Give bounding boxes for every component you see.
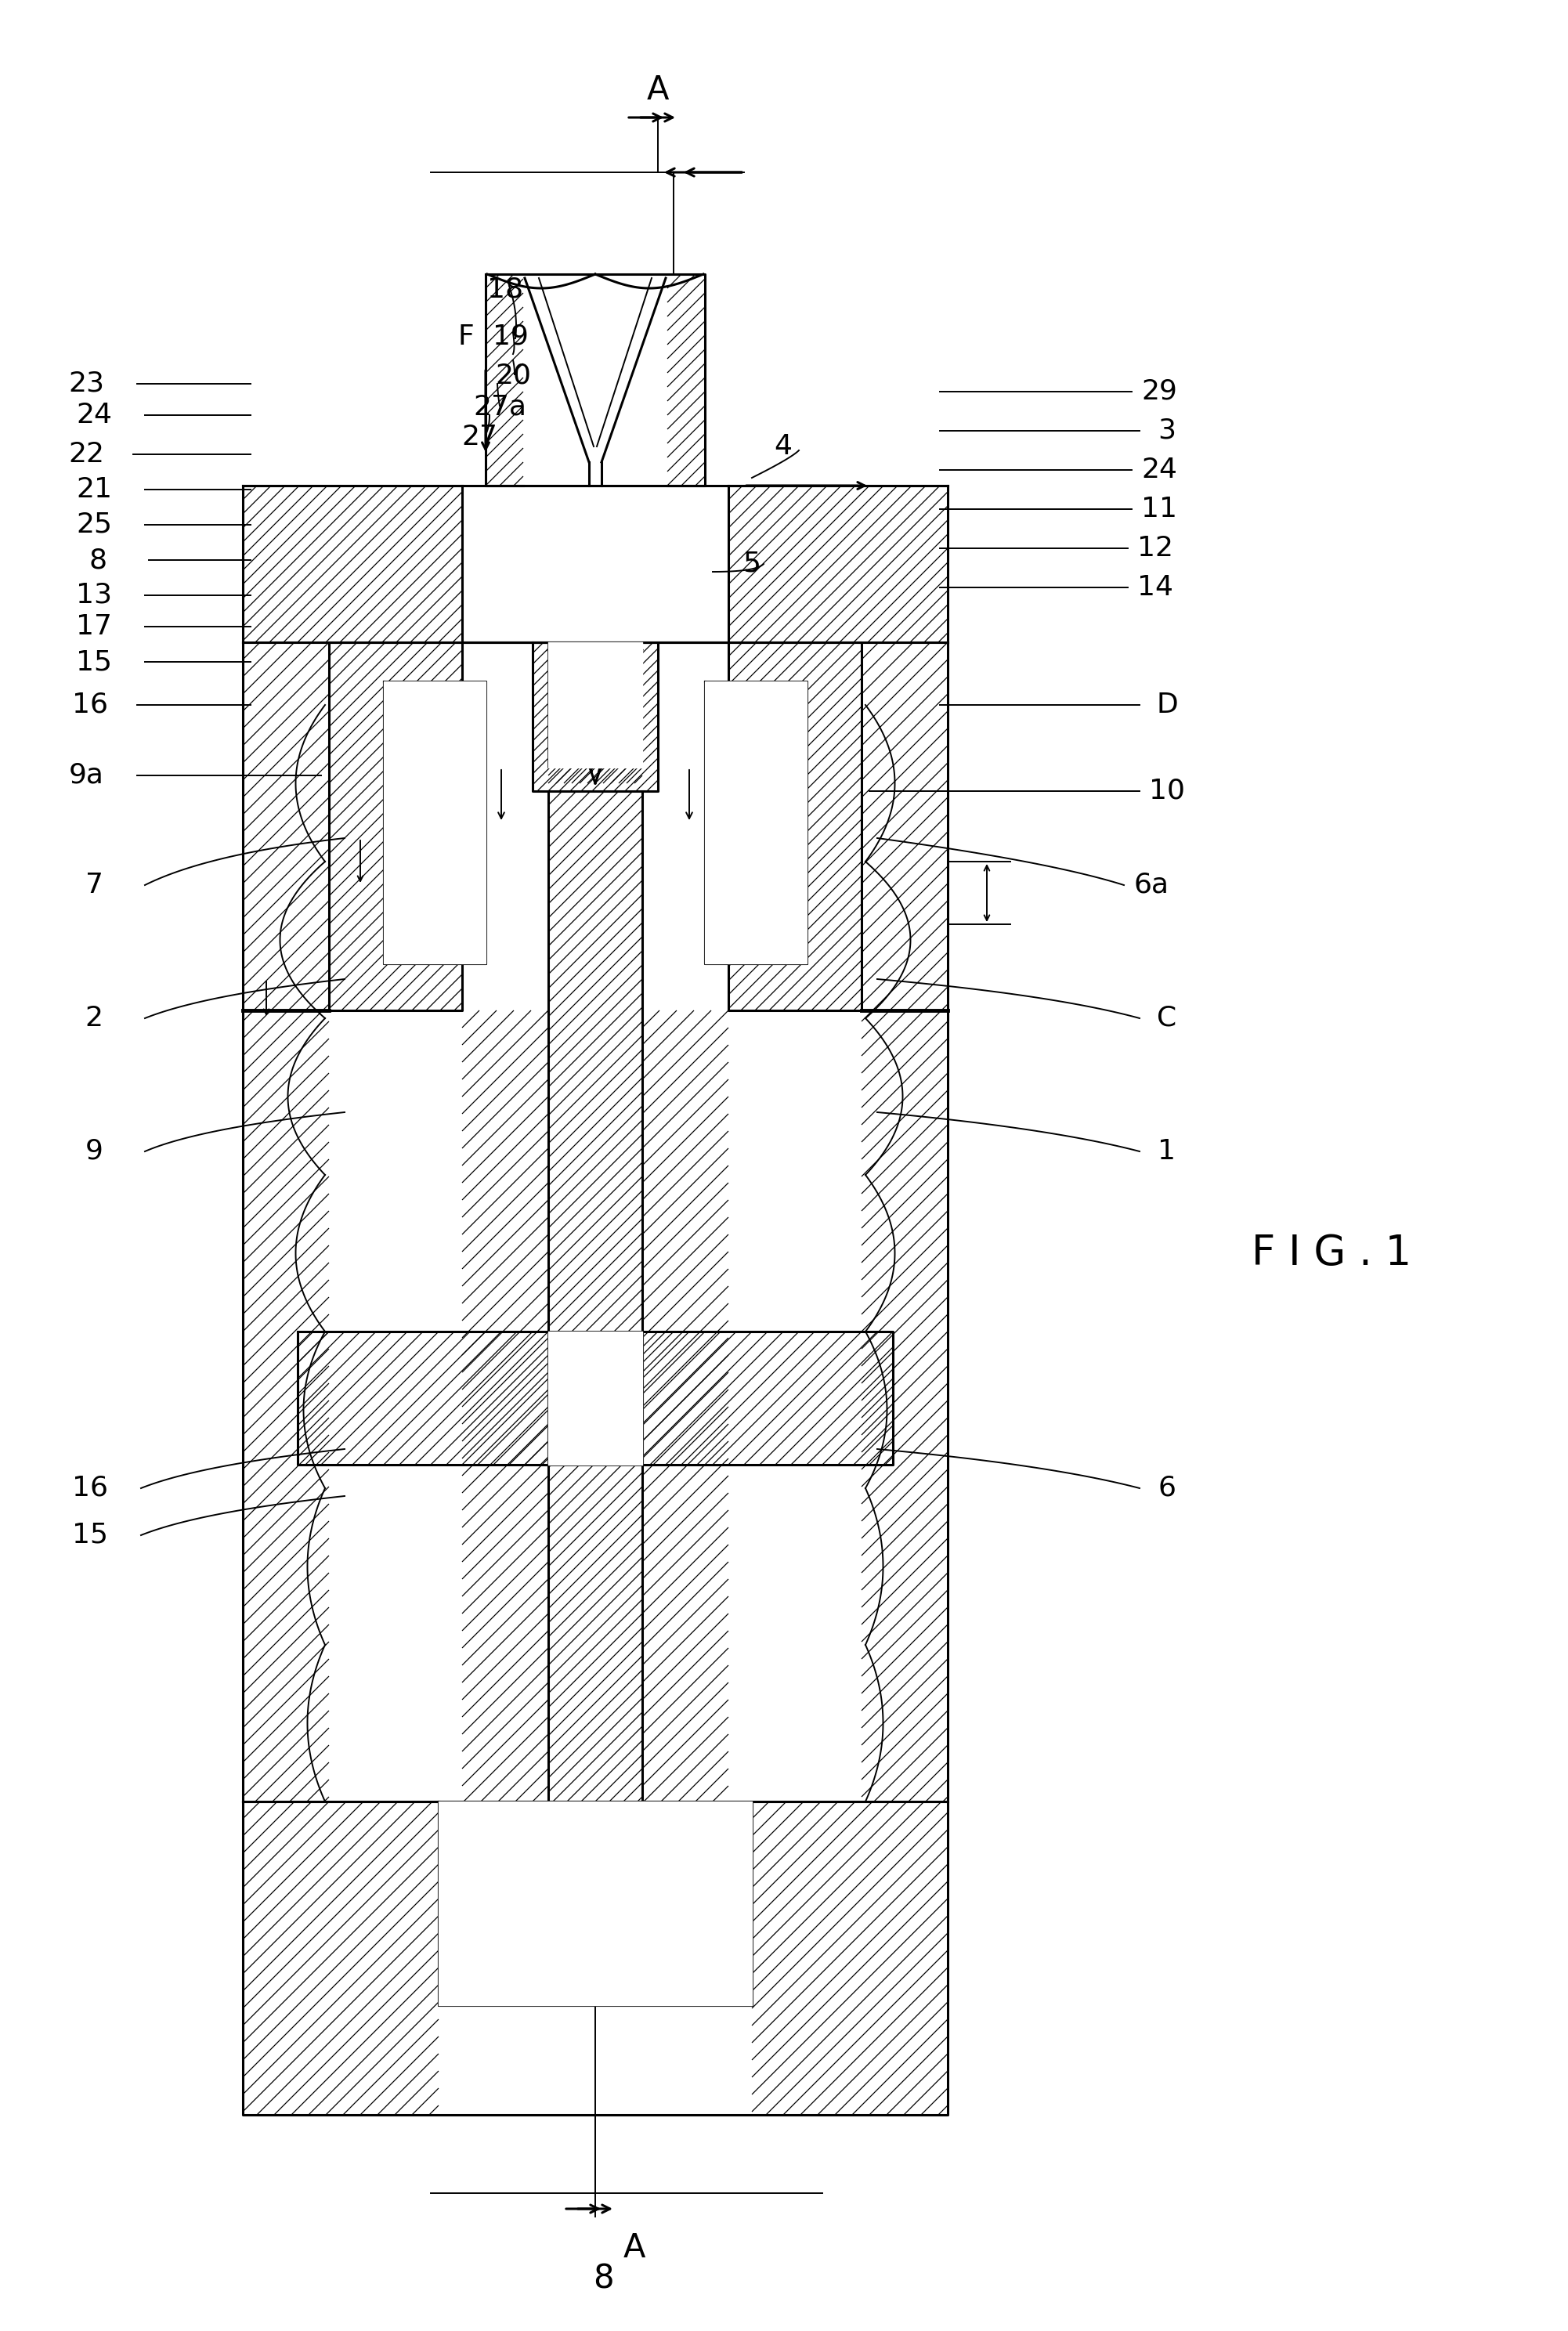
Text: D: D — [1156, 692, 1178, 718]
Text: 10: 10 — [1149, 779, 1185, 804]
Text: 7: 7 — [85, 872, 103, 897]
Text: 4: 4 — [775, 434, 792, 459]
Text: 20: 20 — [495, 364, 532, 389]
Text: 11: 11 — [1142, 497, 1178, 522]
Text: 5: 5 — [743, 550, 760, 578]
Text: 8: 8 — [89, 548, 107, 573]
Text: 14: 14 — [1137, 573, 1173, 601]
Text: 6a: 6a — [1134, 872, 1170, 897]
Text: 15: 15 — [75, 648, 111, 676]
Text: 1: 1 — [1159, 1138, 1176, 1166]
Text: 18: 18 — [488, 277, 524, 303]
Text: 19: 19 — [492, 324, 528, 350]
Text: 23: 23 — [67, 371, 103, 396]
Text: 15: 15 — [72, 1522, 108, 1548]
Text: A: A — [646, 75, 670, 107]
Text: 9a: 9a — [69, 762, 103, 788]
Text: F: F — [458, 324, 474, 350]
Text: 25: 25 — [75, 510, 111, 538]
Text: 9: 9 — [85, 1138, 103, 1166]
Text: 21: 21 — [75, 476, 111, 503]
Text: 27a: 27a — [474, 394, 527, 420]
Text: 24: 24 — [1142, 457, 1178, 483]
Text: 24: 24 — [75, 401, 111, 429]
Text: 27: 27 — [461, 424, 497, 450]
Text: 3: 3 — [1159, 417, 1176, 445]
Text: 12: 12 — [1137, 536, 1173, 562]
Text: 16: 16 — [72, 692, 108, 718]
Text: A: A — [622, 2231, 646, 2263]
Text: 6: 6 — [1159, 1476, 1176, 1501]
Text: F I G . 1: F I G . 1 — [1251, 1233, 1411, 1273]
Text: 16: 16 — [72, 1476, 108, 1501]
Text: C: C — [1157, 1005, 1178, 1033]
Text: 29: 29 — [1142, 378, 1178, 406]
Text: 8: 8 — [593, 2263, 613, 2296]
Text: 17: 17 — [75, 613, 111, 641]
Text: 13: 13 — [75, 583, 111, 608]
Text: 2: 2 — [85, 1005, 103, 1033]
Text: 22: 22 — [67, 441, 103, 469]
